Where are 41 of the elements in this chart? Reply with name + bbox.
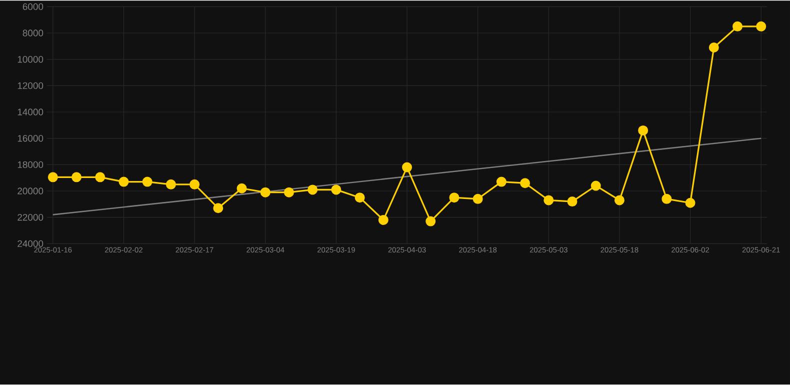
y-tick-label: 20000 — [18, 188, 44, 195]
point — [449, 192, 460, 203]
point — [308, 184, 318, 195]
y-tick-label: 8000 — [22, 30, 44, 37]
point — [142, 176, 152, 187]
point — [732, 22, 743, 32]
point — [614, 195, 624, 206]
y-tick-label: 12000 — [18, 82, 44, 90]
point — [260, 187, 270, 198]
point — [472, 194, 483, 204]
point — [567, 196, 578, 207]
point — [638, 126, 648, 136]
point — [590, 180, 601, 191]
y-tick-label: 6000 — [22, 3, 44, 10]
y-tick-label: 22000 — [18, 214, 44, 221]
point — [95, 172, 106, 182]
point — [118, 176, 129, 187]
point — [708, 42, 719, 53]
y-tick-label: 10000 — [18, 56, 44, 63]
point — [354, 192, 365, 203]
y-tick-label: 24000 — [18, 240, 44, 248]
point — [331, 184, 342, 195]
point — [520, 178, 530, 188]
point — [284, 187, 294, 198]
point — [48, 172, 58, 182]
point — [378, 215, 388, 226]
point — [756, 22, 766, 32]
y-tick-label: 14000 — [18, 108, 44, 116]
point — [544, 195, 554, 206]
point — [496, 176, 506, 187]
point — [166, 180, 176, 190]
point — [72, 172, 82, 182]
y-tick-label: 16000 — [18, 135, 44, 142]
point — [213, 203, 224, 214]
point — [426, 216, 436, 226]
point — [402, 162, 412, 172]
point — [662, 194, 672, 204]
point — [190, 180, 200, 190]
y-tick-label: 18000 — [18, 161, 44, 168]
point — [685, 198, 696, 208]
point — [236, 184, 247, 194]
